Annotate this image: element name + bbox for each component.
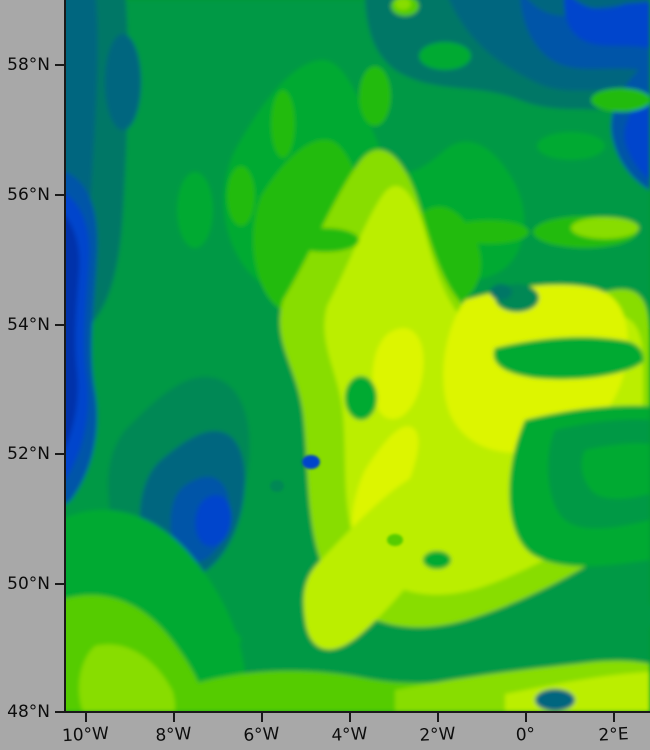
axis-line-bottom	[64, 711, 650, 713]
x-tick-mark	[613, 713, 615, 722]
x-tick-label: 4°W	[330, 724, 369, 746]
y-tick-label: 52°N	[7, 444, 50, 464]
y-tick-label: 56°N	[7, 185, 50, 205]
y-tick-label: 48°N	[7, 702, 50, 722]
x-tick-label: 2°E	[597, 724, 630, 746]
y-tick-mark	[55, 583, 64, 585]
axis-line-left	[64, 0, 66, 712]
x-tick-mark	[349, 713, 351, 722]
y-tick-mark	[55, 64, 64, 66]
y-tick-mark	[55, 711, 64, 713]
x-tick-mark	[85, 713, 87, 722]
x-tick-label: 0°	[515, 724, 536, 746]
y-tick-mark	[55, 194, 64, 196]
y-tick-mark	[55, 324, 64, 326]
y-tick-mark	[55, 453, 64, 455]
x-tick-label: 10°W	[61, 723, 110, 747]
x-tick-label: 8°W	[154, 724, 193, 746]
contour-field	[65, 0, 650, 712]
x-tick-label: 6°W	[242, 724, 281, 746]
x-tick-label: 2°W	[418, 724, 457, 746]
y-tick-label: 50°N	[7, 574, 50, 594]
x-tick-mark	[261, 713, 263, 722]
x-tick-mark	[437, 713, 439, 722]
x-tick-mark	[525, 713, 527, 722]
y-tick-label: 54°N	[7, 315, 50, 335]
y-tick-label: 58°N	[7, 55, 50, 75]
map-plot-area[interactable]	[65, 0, 650, 712]
x-tick-mark	[173, 713, 175, 722]
